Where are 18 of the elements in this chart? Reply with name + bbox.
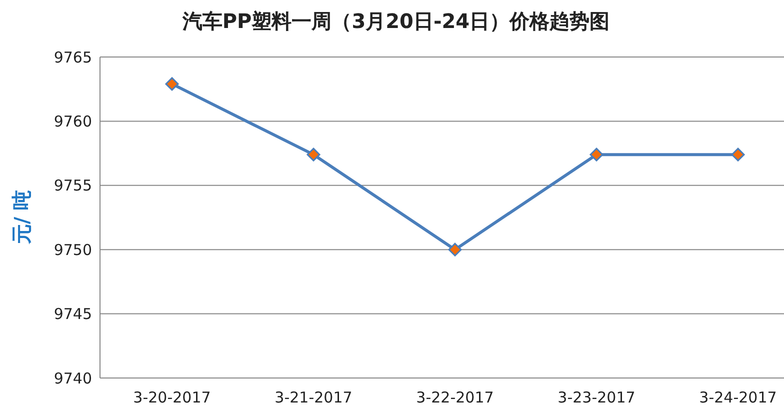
- x-tick-label: 3-20-2017: [133, 388, 211, 407]
- point: [165, 77, 179, 91]
- x-tick-label: 3-22-2017: [416, 388, 494, 407]
- point: [731, 148, 745, 162]
- y-tick-label: 9755: [54, 176, 92, 195]
- y-tick-label: 9750: [54, 240, 92, 259]
- y-tick-label: 9745: [54, 305, 92, 324]
- x-tick-label: 3-24-2017: [699, 388, 777, 407]
- x-tick-label: 3-23-2017: [558, 388, 636, 407]
- point: [590, 148, 604, 162]
- y-axis-title: 元/ 吨: [8, 190, 34, 244]
- chart-title: 汽车PP塑料一周（3月20日-24日）价格趋势图: [181, 8, 611, 35]
- point: [448, 242, 462, 256]
- y-tick-label: 9760: [54, 112, 92, 131]
- x-tick-label: 3-21-2017: [274, 388, 352, 407]
- point: [306, 148, 320, 162]
- y-tick-label: 9765: [54, 48, 92, 66]
- y-tick-label: 9740: [54, 369, 92, 388]
